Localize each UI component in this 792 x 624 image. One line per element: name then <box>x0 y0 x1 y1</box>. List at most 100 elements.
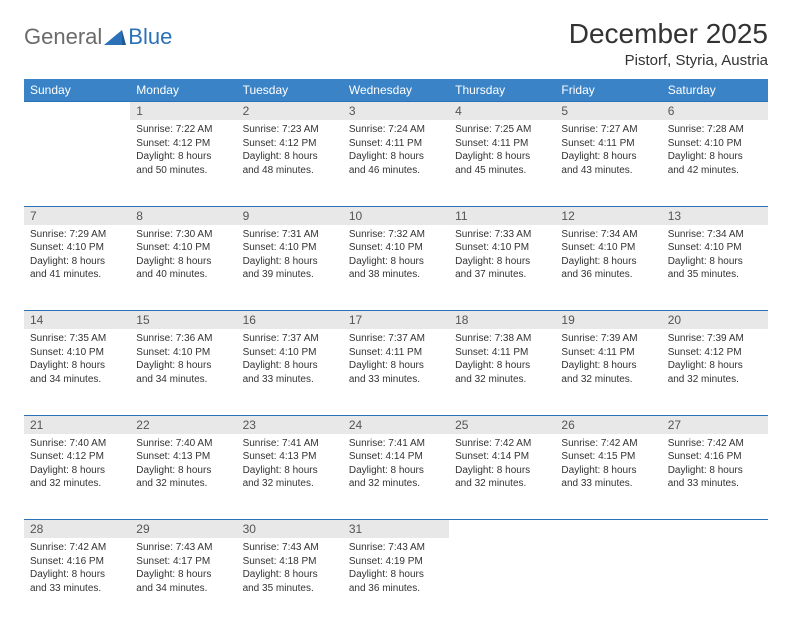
day-cell: Sunrise: 7:42 AMSunset: 4:16 PMDaylight:… <box>24 538 130 624</box>
sunrise-text: Sunrise: 7:22 AM <box>136 123 230 137</box>
sunset-text: Sunset: 4:12 PM <box>668 346 762 360</box>
day-cell: Sunrise: 7:29 AMSunset: 4:10 PMDaylight:… <box>24 225 130 311</box>
day-number: 22 <box>130 415 236 434</box>
logo-triangle-icon <box>104 28 126 46</box>
day-number: 28 <box>24 520 130 539</box>
sunrise-text: Sunrise: 7:32 AM <box>349 228 443 242</box>
day-cell: Sunrise: 7:43 AMSunset: 4:17 PMDaylight:… <box>130 538 236 624</box>
day2-text: and 35 minutes. <box>668 268 762 282</box>
logo-text-blue: Blue <box>128 24 172 50</box>
sunset-text: Sunset: 4:15 PM <box>561 450 655 464</box>
header: General Blue December 2025 Pistorf, Styr… <box>24 18 768 69</box>
sunset-text: Sunset: 4:16 PM <box>668 450 762 464</box>
day1-text: Daylight: 8 hours <box>668 255 762 269</box>
day-cell <box>555 538 661 624</box>
sunrise-text: Sunrise: 7:29 AM <box>30 228 124 242</box>
day1-text: Daylight: 8 hours <box>30 359 124 373</box>
day-number: 30 <box>237 520 343 539</box>
sunset-text: Sunset: 4:17 PM <box>136 555 230 569</box>
day-cell: Sunrise: 7:39 AMSunset: 4:12 PMDaylight:… <box>662 329 768 415</box>
sunset-text: Sunset: 4:10 PM <box>243 346 337 360</box>
day-cell: Sunrise: 7:37 AMSunset: 4:10 PMDaylight:… <box>237 329 343 415</box>
day-number: 2 <box>237 102 343 121</box>
sunrise-text: Sunrise: 7:36 AM <box>136 332 230 346</box>
day1-text: Daylight: 8 hours <box>668 359 762 373</box>
day-number: 15 <box>130 311 236 330</box>
day2-text: and 37 minutes. <box>455 268 549 282</box>
day2-text: and 32 minutes. <box>455 373 549 387</box>
day-content-row: Sunrise: 7:29 AMSunset: 4:10 PMDaylight:… <box>24 225 768 311</box>
sunrise-text: Sunrise: 7:34 AM <box>668 228 762 242</box>
day2-text: and 32 minutes. <box>668 373 762 387</box>
sunset-text: Sunset: 4:18 PM <box>243 555 337 569</box>
day-cell: Sunrise: 7:41 AMSunset: 4:14 PMDaylight:… <box>343 434 449 520</box>
day-cell: Sunrise: 7:25 AMSunset: 4:11 PMDaylight:… <box>449 120 555 206</box>
day1-text: Daylight: 8 hours <box>349 359 443 373</box>
day1-text: Daylight: 8 hours <box>561 150 655 164</box>
sunrise-text: Sunrise: 7:30 AM <box>136 228 230 242</box>
day2-text: and 32 minutes. <box>30 477 124 491</box>
day-number-row: 28293031 <box>24 520 768 539</box>
title-block: December 2025 Pistorf, Styria, Austria <box>569 18 768 69</box>
day2-text: and 39 minutes. <box>243 268 337 282</box>
day-number <box>449 520 555 539</box>
sunrise-text: Sunrise: 7:43 AM <box>349 541 443 555</box>
day2-text: and 48 minutes. <box>243 164 337 178</box>
day-cell: Sunrise: 7:42 AMSunset: 4:15 PMDaylight:… <box>555 434 661 520</box>
day-cell: Sunrise: 7:40 AMSunset: 4:12 PMDaylight:… <box>24 434 130 520</box>
day-cell: Sunrise: 7:33 AMSunset: 4:10 PMDaylight:… <box>449 225 555 311</box>
sunset-text: Sunset: 4:14 PM <box>349 450 443 464</box>
day2-text: and 33 minutes. <box>30 582 124 596</box>
day1-text: Daylight: 8 hours <box>455 464 549 478</box>
day-number: 26 <box>555 415 661 434</box>
day-cell <box>449 538 555 624</box>
sunrise-text: Sunrise: 7:34 AM <box>561 228 655 242</box>
day1-text: Daylight: 8 hours <box>136 464 230 478</box>
day-cell <box>662 538 768 624</box>
day-number: 1 <box>130 102 236 121</box>
day1-text: Daylight: 8 hours <box>349 150 443 164</box>
sunset-text: Sunset: 4:10 PM <box>136 346 230 360</box>
day-number: 16 <box>237 311 343 330</box>
day1-text: Daylight: 8 hours <box>668 464 762 478</box>
sunrise-text: Sunrise: 7:28 AM <box>668 123 762 137</box>
sunset-text: Sunset: 4:10 PM <box>561 241 655 255</box>
day1-text: Daylight: 8 hours <box>136 359 230 373</box>
sunset-text: Sunset: 4:11 PM <box>561 137 655 151</box>
weekday-header: Tuesday <box>237 79 343 102</box>
day-number: 5 <box>555 102 661 121</box>
day1-text: Daylight: 8 hours <box>561 255 655 269</box>
day-cell: Sunrise: 7:34 AMSunset: 4:10 PMDaylight:… <box>555 225 661 311</box>
sunset-text: Sunset: 4:11 PM <box>349 346 443 360</box>
sunset-text: Sunset: 4:10 PM <box>455 241 549 255</box>
day-number: 14 <box>24 311 130 330</box>
sunset-text: Sunset: 4:19 PM <box>349 555 443 569</box>
sunrise-text: Sunrise: 7:38 AM <box>455 332 549 346</box>
day-number: 19 <box>555 311 661 330</box>
day2-text: and 43 minutes. <box>561 164 655 178</box>
day2-text: and 34 minutes. <box>136 373 230 387</box>
weekday-header: Thursday <box>449 79 555 102</box>
day2-text: and 50 minutes. <box>136 164 230 178</box>
day-cell: Sunrise: 7:42 AMSunset: 4:14 PMDaylight:… <box>449 434 555 520</box>
day2-text: and 35 minutes. <box>243 582 337 596</box>
day-cell: Sunrise: 7:41 AMSunset: 4:13 PMDaylight:… <box>237 434 343 520</box>
day2-text: and 46 minutes. <box>349 164 443 178</box>
weekday-header: Sunday <box>24 79 130 102</box>
day1-text: Daylight: 8 hours <box>243 359 337 373</box>
calendar-page: General Blue December 2025 Pistorf, Styr… <box>0 0 792 624</box>
sunset-text: Sunset: 4:12 PM <box>243 137 337 151</box>
day2-text: and 32 minutes. <box>136 477 230 491</box>
sunrise-text: Sunrise: 7:40 AM <box>136 437 230 451</box>
day2-text: and 36 minutes. <box>349 582 443 596</box>
day2-text: and 32 minutes. <box>455 477 549 491</box>
weekday-header: Saturday <box>662 79 768 102</box>
sunset-text: Sunset: 4:10 PM <box>668 241 762 255</box>
day-number <box>555 520 661 539</box>
sunrise-text: Sunrise: 7:40 AM <box>30 437 124 451</box>
sunset-text: Sunset: 4:13 PM <box>136 450 230 464</box>
day-cell: Sunrise: 7:38 AMSunset: 4:11 PMDaylight:… <box>449 329 555 415</box>
day-cell: Sunrise: 7:27 AMSunset: 4:11 PMDaylight:… <box>555 120 661 206</box>
sunset-text: Sunset: 4:11 PM <box>455 346 549 360</box>
sunset-text: Sunset: 4:10 PM <box>668 137 762 151</box>
